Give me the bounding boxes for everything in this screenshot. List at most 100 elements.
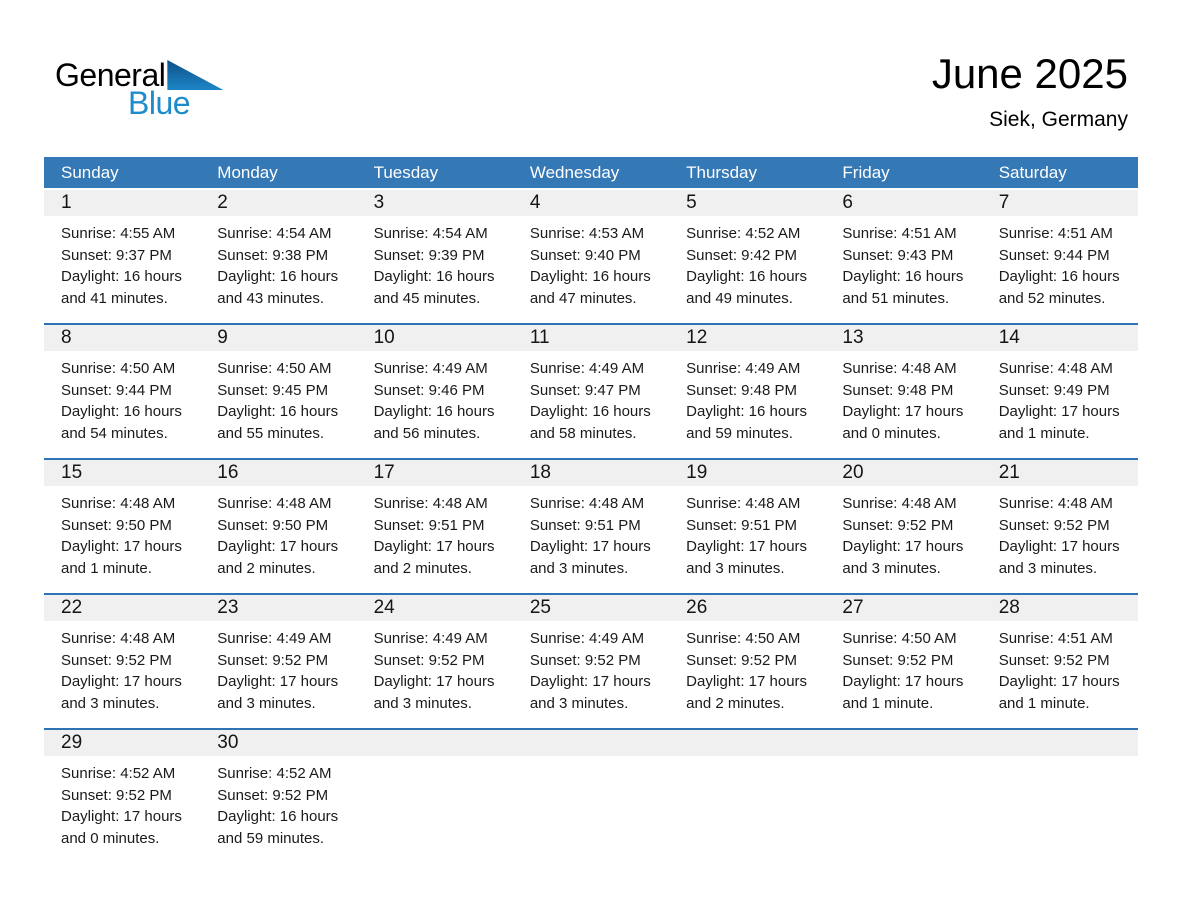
day-cell: 5 Sunrise: 4:52 AM Sunset: 9:42 PM Dayli… [669, 190, 825, 323]
sunset-text: Sunset: 9:44 PM [998, 246, 1110, 264]
day-cell: 26 Sunrise: 4:50 AM Sunset: 9:52 PM Dayl… [669, 595, 825, 728]
day-details: Sunrise: 4:48 AM Sunset: 9:48 PM Dayligh… [842, 358, 973, 444]
day-cell: 17 Sunrise: 4:48 AM Sunset: 9:51 PM Dayl… [357, 460, 513, 593]
day-number: 2 [217, 192, 228, 213]
sunset-text: Sunset: 9:43 PM [842, 246, 954, 264]
empty-day-cell [669, 730, 825, 863]
daylight-line1: Daylight: 16 hours [61, 403, 182, 420]
daylight-line1: Daylight: 17 hours [373, 673, 495, 690]
day-cell: 25 Sunrise: 4:49 AM Sunset: 9:52 PM Dayl… [513, 595, 669, 728]
daylight-line2: and 49 minutes. [686, 289, 793, 307]
day-cell: 24 Sunrise: 4:49 AM Sunset: 9:52 PM Dayl… [357, 595, 513, 728]
sunrise-text: Sunrise: 4:48 AM [61, 495, 176, 512]
location-subtitle: Siek, Germany [989, 108, 1128, 131]
sunset-text: Sunset: 9:52 PM [842, 651, 954, 669]
title-block: June 2025 Siek, Germany [932, 50, 1128, 133]
sunset-text: Sunset: 9:51 PM [373, 516, 485, 534]
day-number: 28 [998, 597, 1020, 618]
sunrise-text: Sunrise: 4:49 AM [686, 360, 801, 377]
daylight-line2: and 54 minutes. [61, 424, 168, 442]
sunrise-text: Sunrise: 4:53 AM [529, 225, 645, 242]
daylight-line2: and 3 minutes. [842, 559, 941, 577]
day-details: Sunrise: 4:52 AM Sunset: 9:52 PM Dayligh… [217, 763, 348, 849]
day-number: 18 [529, 462, 551, 483]
day-number: 17 [373, 462, 395, 483]
sunrise-text: Sunrise: 4:54 AM [217, 225, 332, 242]
day-cell: 13 Sunrise: 4:48 AM Sunset: 9:48 PM Dayl… [825, 325, 981, 458]
daylight-line2: and 3 minutes. [217, 694, 316, 712]
day-number: 7 [998, 192, 1010, 213]
day-number: 5 [686, 192, 697, 213]
sunset-text: Sunset: 9:44 PM [61, 381, 172, 399]
sunrise-text: Sunrise: 4:49 AM [529, 360, 645, 377]
day-number: 1 [61, 192, 72, 213]
sunset-text: Sunset: 9:52 PM [842, 516, 954, 534]
day-details: Sunrise: 4:48 AM Sunset: 9:50 PM Dayligh… [217, 493, 348, 579]
sunrise-text: Sunrise: 4:50 AM [686, 630, 801, 647]
sunrise-text: Sunrise: 4:49 AM [373, 360, 488, 377]
sunset-text: Sunset: 9:52 PM [998, 651, 1110, 669]
weekday-label-thursday: Thursday [686, 162, 758, 182]
daylight-line2: and 1 minute. [842, 694, 934, 712]
day-details: Sunrise: 4:48 AM Sunset: 9:51 PM Dayligh… [686, 493, 817, 579]
sunset-text: Sunset: 9:52 PM [217, 651, 329, 669]
empty-day-cell [513, 730, 669, 863]
sunrise-text: Sunrise: 4:48 AM [373, 495, 488, 512]
weekday-label-wednesday: Wednesday [529, 162, 620, 182]
month-title: June 2025 [931, 50, 1128, 97]
sunset-text: Sunset: 9:52 PM [529, 651, 641, 669]
day-details: Sunrise: 4:53 AM Sunset: 9:40 PM Dayligh… [530, 223, 661, 309]
daylight-line1: Daylight: 16 hours [61, 268, 182, 285]
sunrise-text: Sunrise: 4:48 AM [998, 495, 1113, 512]
sunset-text: Sunset: 9:52 PM [998, 516, 1110, 534]
sunrise-text: Sunrise: 4:48 AM [842, 360, 957, 377]
sunrise-text: Sunrise: 4:48 AM [61, 630, 176, 647]
sunset-text: Sunset: 9:52 PM [686, 651, 798, 669]
day-number: 15 [61, 462, 83, 483]
daylight-line1: Daylight: 17 hours [61, 673, 182, 690]
day-number: 13 [842, 327, 864, 348]
daylight-line1: Daylight: 17 hours [529, 538, 651, 555]
day-number: 20 [842, 462, 864, 483]
day-details: Sunrise: 4:55 AM Sunset: 9:37 PM Dayligh… [61, 223, 192, 309]
daylight-line2: and 1 minute. [61, 559, 152, 577]
sunset-text: Sunset: 9:49 PM [998, 381, 1110, 399]
daylight-line2: and 3 minutes. [373, 694, 472, 712]
day-number [374, 730, 505, 756]
day-cell: 30 Sunrise: 4:52 AM Sunset: 9:52 PM Dayl… [200, 730, 356, 863]
day-cell: 15 Sunrise: 4:48 AM Sunset: 9:50 PM Dayl… [44, 460, 200, 593]
daylight-line2: and 1 minute. [998, 694, 1090, 712]
sunset-text: Sunset: 9:46 PM [373, 381, 485, 399]
daylight-line2: and 58 minutes. [529, 424, 637, 442]
day-cell: 2 Sunrise: 4:54 AM Sunset: 9:38 PM Dayli… [200, 190, 356, 323]
sunrise-text: Sunrise: 4:49 AM [529, 630, 645, 647]
day-details: Sunrise: 4:48 AM Sunset: 9:51 PM Dayligh… [374, 493, 505, 579]
daylight-line1: Daylight: 17 hours [998, 673, 1120, 690]
daylight-line1: Daylight: 17 hours [61, 808, 182, 825]
day-number: 25 [529, 597, 551, 618]
general-blue-logo: General Blue [55, 59, 224, 119]
daylight-line2: and 41 minutes. [61, 289, 168, 307]
day-cell: 8 Sunrise: 4:50 AM Sunset: 9:44 PM Dayli… [44, 325, 200, 458]
logo-line1: General [55, 59, 224, 92]
daylight-line1: Daylight: 17 hours [998, 538, 1120, 555]
daylight-line1: Daylight: 16 hours [686, 268, 808, 285]
sunset-text: Sunset: 9:37 PM [61, 246, 172, 264]
daylight-line2: and 3 minutes. [529, 694, 629, 712]
week-row: 8 Sunrise: 4:50 AM Sunset: 9:44 PM Dayli… [44, 323, 1138, 458]
day-number: 9 [217, 327, 228, 348]
weekday-label-saturday: Saturday [998, 162, 1067, 182]
sunset-text: Sunset: 9:40 PM [529, 246, 641, 264]
daylight-line2: and 2 minutes. [686, 694, 785, 712]
sunrise-text: Sunrise: 4:49 AM [373, 630, 488, 647]
day-details: Sunrise: 4:48 AM Sunset: 9:51 PM Dayligh… [530, 493, 661, 579]
daylight-line2: and 1 minute. [998, 424, 1090, 442]
day-cell: 18 Sunrise: 4:48 AM Sunset: 9:51 PM Dayl… [513, 460, 669, 593]
sunset-text: Sunset: 9:52 PM [217, 786, 329, 804]
daylight-line1: Daylight: 16 hours [686, 403, 808, 420]
day-details: Sunrise: 4:49 AM Sunset: 9:47 PM Dayligh… [530, 358, 661, 444]
day-details: Sunrise: 4:51 AM Sunset: 9:52 PM Dayligh… [999, 628, 1130, 714]
day-details: Sunrise: 4:52 AM Sunset: 9:52 PM Dayligh… [61, 763, 192, 849]
day-cell: 4 Sunrise: 4:53 AM Sunset: 9:40 PM Dayli… [513, 190, 669, 323]
weekday-label-monday: Monday [217, 162, 278, 182]
